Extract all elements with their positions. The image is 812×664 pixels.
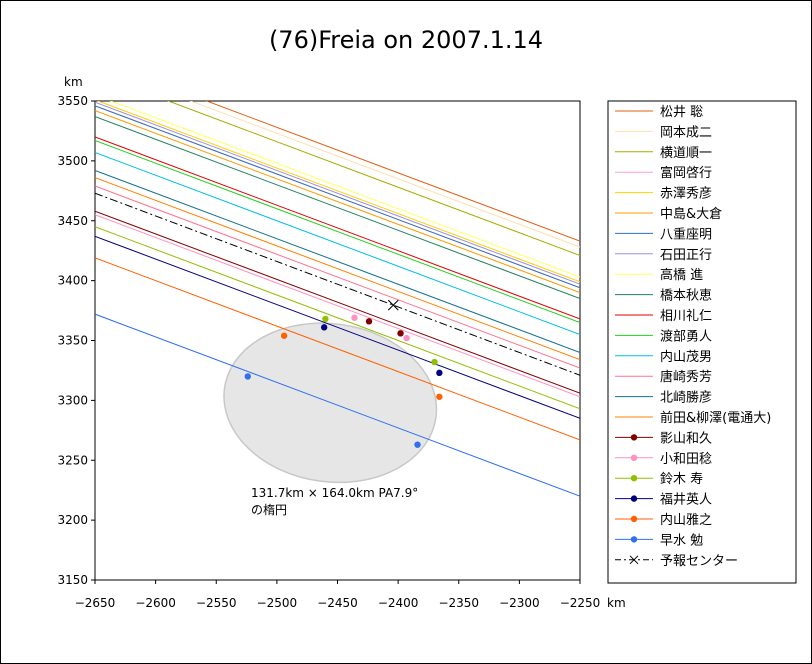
legend-label-17: 小和田稔: [660, 452, 712, 467]
x-axis-label: km: [607, 596, 626, 610]
prediction-center-mark: [387, 299, 399, 311]
legend-label-0: 松井 聡: [660, 105, 703, 120]
legend-label-20: 内山雅之: [660, 512, 712, 528]
series-line-10: [95, 136, 580, 320]
y-tick-label-3: 3300: [57, 393, 88, 407]
series-markers: [244, 314, 443, 448]
series-point-16-1: [397, 330, 404, 337]
series-line-8: [109, 101, 580, 278]
series-line-9: [95, 116, 580, 300]
legend-label-21: 早水 勉: [660, 533, 703, 548]
x-tick-label-5: −2400: [378, 596, 419, 610]
legend-label-15: 前田&柳澤(電通大): [660, 410, 771, 426]
y-tick-label-2: 3250: [57, 453, 88, 467]
series-point-20-0: [280, 332, 288, 339]
y-tick-label-6: 3450: [57, 214, 88, 228]
series-point-19-1: [436, 369, 443, 377]
series-line-19: [95, 235, 580, 419]
legend-label-5: 中島&大倉: [660, 207, 722, 222]
legend-marker-16: [630, 434, 638, 441]
series-line-13: [95, 185, 580, 369]
y-tick-label-4: 3350: [57, 334, 88, 348]
series-line-17: [95, 214, 580, 398]
series-point-17-1: [403, 334, 410, 342]
series-point-18-1: [431, 358, 438, 366]
ellipse-label-size: 131.7km × 164.0km PA7.9°: [251, 486, 418, 500]
series-line-0: [205, 101, 580, 242]
legend-label-9: 橋本秋恵: [660, 289, 712, 304]
legend-label-14: 北崎勝彦: [660, 390, 712, 406]
legend-marker-18: [630, 475, 638, 482]
legend-marker-19: [630, 495, 638, 502]
series-line-21: [95, 313, 580, 497]
prediction-line: [95, 192, 580, 376]
legend-label-18: 鈴木 寿: [660, 472, 703, 487]
series-point-21-0: [244, 373, 251, 380]
legend-label-12: 内山茂男: [660, 349, 712, 365]
series-point-19-0: [320, 324, 328, 331]
y-axis-label: km: [64, 75, 83, 89]
series-line-2: [166, 101, 580, 256]
series-line-16: [95, 210, 580, 394]
series-lines: [95, 101, 580, 497]
ellipse-label-caption: の楕円: [251, 503, 287, 517]
series-line-11: [95, 140, 580, 324]
y-tick-label-5: 3400: [57, 274, 88, 288]
series-point-17-0: [351, 314, 358, 321]
legend-label-19: 福井英人: [660, 493, 712, 508]
series-line-20: [95, 257, 580, 441]
legend-label-6: 八重座明: [660, 226, 712, 242]
x-tick-label-8: −2250: [560, 596, 601, 610]
legend-label-16: 影山和久: [660, 431, 712, 446]
legend-marker-17: [630, 454, 638, 461]
legend-marker-21: [630, 536, 638, 543]
x-tick-label-3: −2500: [257, 596, 298, 610]
legend-label-3: 富岡啓行: [660, 165, 712, 181]
y-tick-label-1: 3200: [57, 513, 88, 527]
series-line-12: [95, 152, 580, 335]
series-line-18: [95, 226, 580, 410]
legend-label-8: 高橋 進: [660, 267, 703, 283]
series-line-15: [95, 177, 580, 361]
x-tick-label-0: −2650: [75, 596, 116, 610]
series-line-5: [95, 110, 580, 294]
x-tick-label-1: −2600: [135, 596, 176, 610]
y-tick-label-7: 3500: [57, 154, 88, 168]
center-marker: [387, 299, 399, 311]
x-tick-label-2: −2550: [196, 596, 237, 610]
series-line-14: [95, 169, 580, 353]
series-line-4: [96, 101, 580, 283]
series-point-20-1: [436, 393, 443, 400]
legend-label-4: 赤澤秀彦: [660, 186, 712, 202]
legend-label-13: 唐崎秀芳: [660, 369, 712, 385]
chart-title: (76)Freia on 2007.1.14: [268, 26, 544, 54]
y-tick-label-0: 3150: [57, 573, 88, 587]
series-line-1: [189, 101, 580, 248]
x-tick-label-7: −2300: [499, 596, 540, 610]
legend-label-10: 相川礼仁: [660, 308, 712, 324]
legend-label-2: 横道順一: [660, 146, 712, 161]
legend-label-22: 予報センター: [660, 554, 738, 569]
legend-box: [607, 100, 797, 584]
legend-marker-20: [630, 515, 638, 523]
legend-label-11: 渡部勇人: [660, 328, 712, 344]
legend-marker-22: [629, 555, 639, 565]
series-point-18-0: [322, 315, 329, 323]
legend-label-7: 石田正行: [660, 248, 712, 263]
axes: −2650 −2600 −2550 −2500 −2450 −2400 −2350 −2300…: [57, 94, 600, 610]
series-point-21-1: [414, 441, 421, 448]
y-tick-label-8: 3550: [57, 94, 88, 108]
series-point-16-0: [365, 318, 373, 325]
series-line-6: [95, 105, 580, 289]
legend-label-1: 岡本成二: [660, 125, 712, 140]
x-tick-label-6: −2350: [438, 596, 479, 610]
x-tick-label-4: −2450: [317, 596, 358, 610]
series-line-7: [95, 101, 580, 285]
